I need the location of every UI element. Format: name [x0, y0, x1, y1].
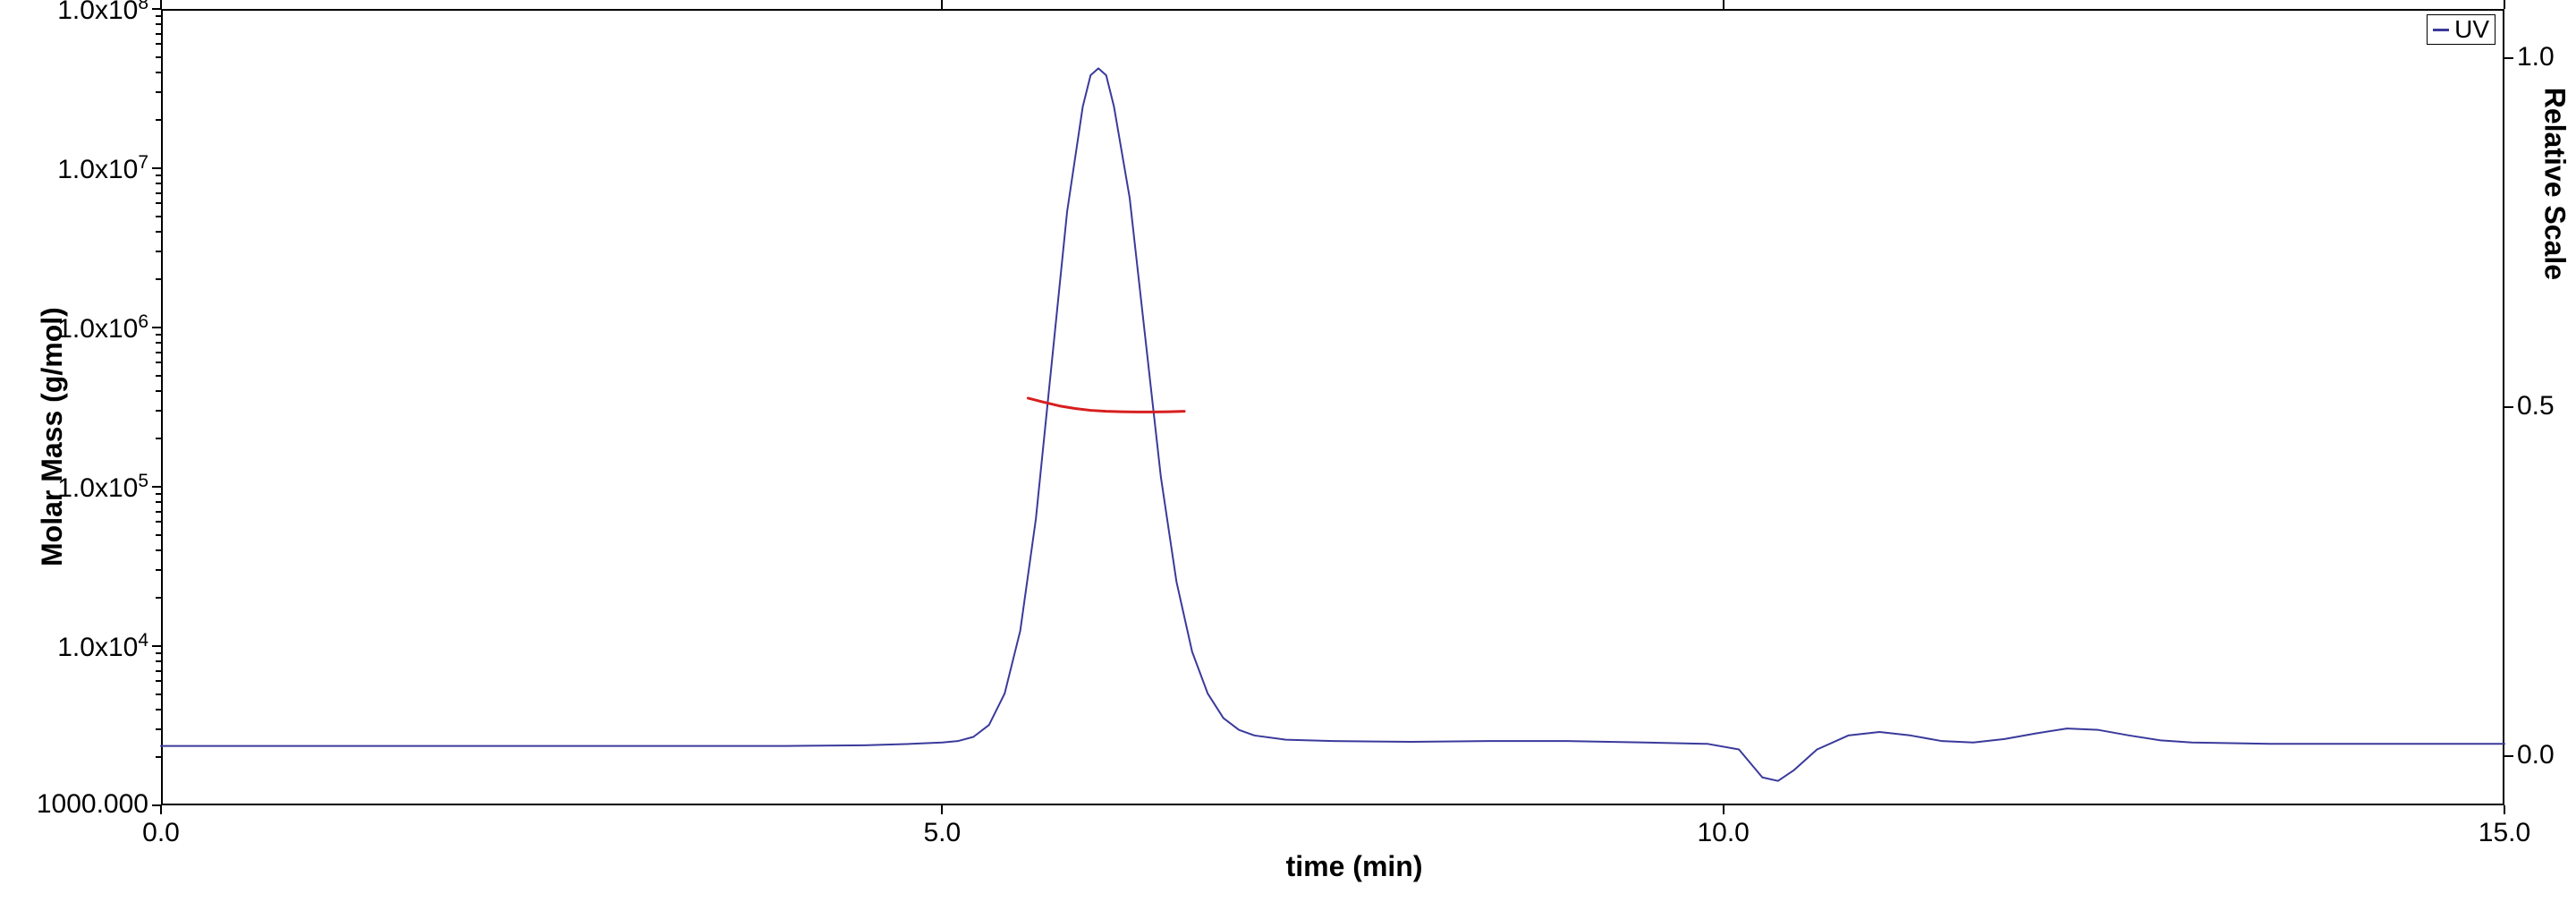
tick-mark — [156, 334, 161, 336]
tick-mark — [156, 511, 161, 513]
y-axis-right-label: Relative Scale — [2538, 87, 2571, 279]
tick-mark — [941, 805, 943, 814]
tick-mark — [152, 486, 161, 488]
y-right-tick-label: 1.0 — [2517, 42, 2555, 72]
tick-mark — [156, 694, 161, 695]
tick-mark — [156, 174, 161, 176]
y-left-tick-label: 1000.000 — [37, 789, 148, 820]
tick-mark — [941, 0, 943, 9]
y-left-tick-label: 1.0x108 — [57, 0, 148, 26]
tick-mark — [156, 231, 161, 233]
x-tick-label: 0.0 — [142, 818, 180, 848]
x-tick-label: 5.0 — [923, 818, 961, 848]
tick-mark — [2504, 57, 2513, 59]
chart-container: Molar Mass (g/mol) Relative Scale time (… — [0, 0, 2576, 902]
tick-mark — [156, 362, 161, 363]
tick-mark — [1723, 805, 1724, 814]
tick-mark — [160, 805, 162, 814]
legend: UV — [2427, 14, 2496, 45]
x-tick-label: 10.0 — [1697, 818, 1749, 848]
tick-mark — [152, 645, 161, 647]
tick-mark — [156, 91, 161, 93]
y-left-tick-label: 1.0x106 — [57, 311, 148, 345]
tick-mark — [2504, 755, 2513, 757]
tick-mark — [156, 56, 161, 58]
tick-mark — [156, 709, 161, 711]
tick-mark — [156, 597, 161, 599]
tick-mark — [156, 521, 161, 523]
tick-mark — [156, 192, 161, 194]
tick-mark — [152, 167, 161, 169]
tick-mark — [156, 375, 161, 377]
tick-mark — [156, 493, 161, 495]
tick-mark — [156, 410, 161, 412]
tick-mark — [156, 756, 161, 758]
y-right-tick-label: 0.0 — [2517, 740, 2555, 770]
y-left-tick-label: 1.0x105 — [57, 471, 148, 504]
legend-label: UV — [2454, 15, 2489, 44]
tick-mark — [156, 549, 161, 551]
tick-mark — [156, 728, 161, 730]
tick-mark — [1723, 0, 1724, 9]
tick-mark — [156, 15, 161, 17]
legend-swatch — [2433, 29, 2449, 31]
tick-mark — [156, 216, 161, 217]
tick-mark — [156, 202, 161, 204]
tick-mark — [2504, 805, 2505, 814]
y-right-tick-label: 0.5 — [2517, 391, 2555, 421]
x-tick-label: 15.0 — [2479, 818, 2530, 848]
tick-mark — [156, 72, 161, 73]
y-axis-left-label: Molar Mass (g/mol) — [36, 307, 69, 566]
tick-mark — [156, 43, 161, 45]
tick-mark — [156, 501, 161, 503]
tick-mark — [152, 8, 161, 10]
tick-mark — [156, 660, 161, 662]
tick-mark — [156, 23, 161, 25]
tick-mark — [156, 352, 161, 353]
tick-mark — [156, 680, 161, 682]
tick-mark — [156, 534, 161, 536]
y-left-tick-label: 1.0x107 — [57, 152, 148, 185]
tick-mark — [156, 251, 161, 252]
tick-mark — [156, 390, 161, 392]
tick-mark — [156, 652, 161, 654]
series-molarmass — [1028, 398, 1184, 412]
tick-mark — [2504, 406, 2513, 408]
tick-mark — [156, 670, 161, 672]
series-uv — [161, 68, 2504, 780]
chart-curves — [0, 0, 2576, 902]
tick-mark — [156, 119, 161, 121]
tick-mark — [156, 33, 161, 35]
tick-mark — [156, 342, 161, 344]
x-axis-label: time (min) — [1286, 850, 1423, 883]
tick-mark — [156, 438, 161, 439]
y-left-tick-label: 1.0x104 — [57, 630, 148, 663]
tick-mark — [152, 804, 161, 806]
tick-mark — [2504, 0, 2505, 9]
tick-mark — [156, 278, 161, 280]
tick-mark — [156, 183, 161, 184]
tick-mark — [156, 569, 161, 571]
tick-mark — [152, 327, 161, 328]
